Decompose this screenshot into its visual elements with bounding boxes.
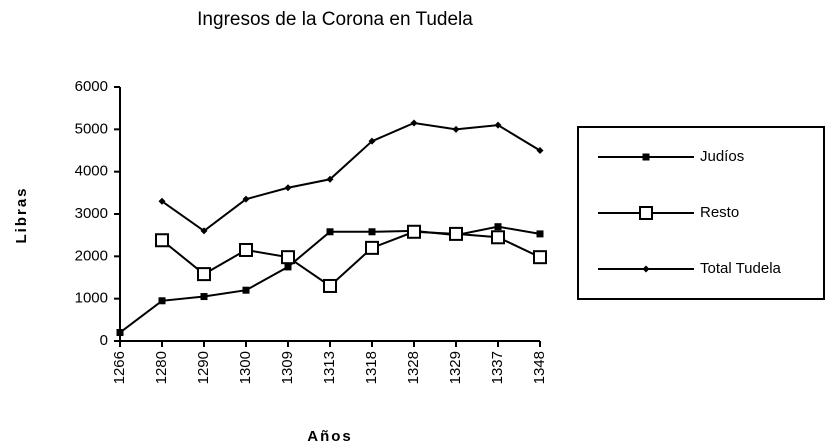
chart-title: Ingresos de la Corona en Tudela xyxy=(197,9,473,30)
data-point xyxy=(326,175,334,183)
y-tick-label: 6000 xyxy=(75,78,108,95)
y-tick-label: 2000 xyxy=(75,247,108,264)
data-point xyxy=(494,223,502,231)
data-point xyxy=(410,119,418,127)
data-point xyxy=(494,121,502,129)
data-point xyxy=(200,293,208,301)
x-tick-label: 1266 xyxy=(111,351,128,384)
legend-marker xyxy=(642,153,650,161)
data-point xyxy=(533,250,547,265)
y-tick-label: 5000 xyxy=(75,120,108,137)
y-tick-label: 3000 xyxy=(75,205,108,222)
x-axis-label: Años xyxy=(307,428,353,445)
x-tick-label: 1318 xyxy=(363,351,380,384)
series-line xyxy=(161,121,541,233)
x-tick-label: 1300 xyxy=(237,351,254,384)
legend-label: Total Tudela xyxy=(700,260,782,277)
data-point xyxy=(242,286,250,294)
x-tick-label: 1337 xyxy=(489,351,506,384)
y-tick-label: 0 xyxy=(100,332,108,349)
data-point xyxy=(158,297,166,305)
x-tick-label: 1290 xyxy=(195,351,212,384)
legend-label: Resto xyxy=(700,204,739,221)
data-point xyxy=(491,230,505,245)
y-axis-label: Libras xyxy=(13,186,30,243)
data-point xyxy=(197,267,211,282)
x-tick-label: 1313 xyxy=(321,351,338,384)
y-tick-label: 1000 xyxy=(75,290,108,307)
x-tick-label: 1348 xyxy=(531,351,548,384)
data-point xyxy=(407,224,421,239)
data-point xyxy=(155,233,169,248)
legend-label: Judíos xyxy=(700,148,744,165)
x-tick-label: 1329 xyxy=(447,351,464,384)
data-point xyxy=(281,250,295,265)
data-point xyxy=(326,228,334,236)
data-point xyxy=(239,242,253,257)
data-point xyxy=(284,184,292,192)
data-point xyxy=(116,329,124,337)
data-point xyxy=(284,263,292,271)
x-tick-label: 1309 xyxy=(279,351,296,384)
data-point xyxy=(368,137,376,145)
data-point xyxy=(242,195,250,203)
data-point xyxy=(449,226,463,241)
data-point xyxy=(368,228,376,236)
data-point xyxy=(365,240,379,255)
series-line xyxy=(161,230,541,288)
x-tick-label: 1280 xyxy=(153,351,170,384)
legend-marker xyxy=(639,206,653,220)
data-point xyxy=(158,197,166,205)
data-point xyxy=(323,278,337,293)
data-point xyxy=(536,147,544,154)
legend-marker xyxy=(642,265,650,273)
y-tick-label: 4000 xyxy=(75,163,108,180)
data-point xyxy=(452,125,460,133)
data-point xyxy=(536,230,544,238)
x-tick-label: 1328 xyxy=(405,351,422,384)
data-point xyxy=(200,227,208,235)
